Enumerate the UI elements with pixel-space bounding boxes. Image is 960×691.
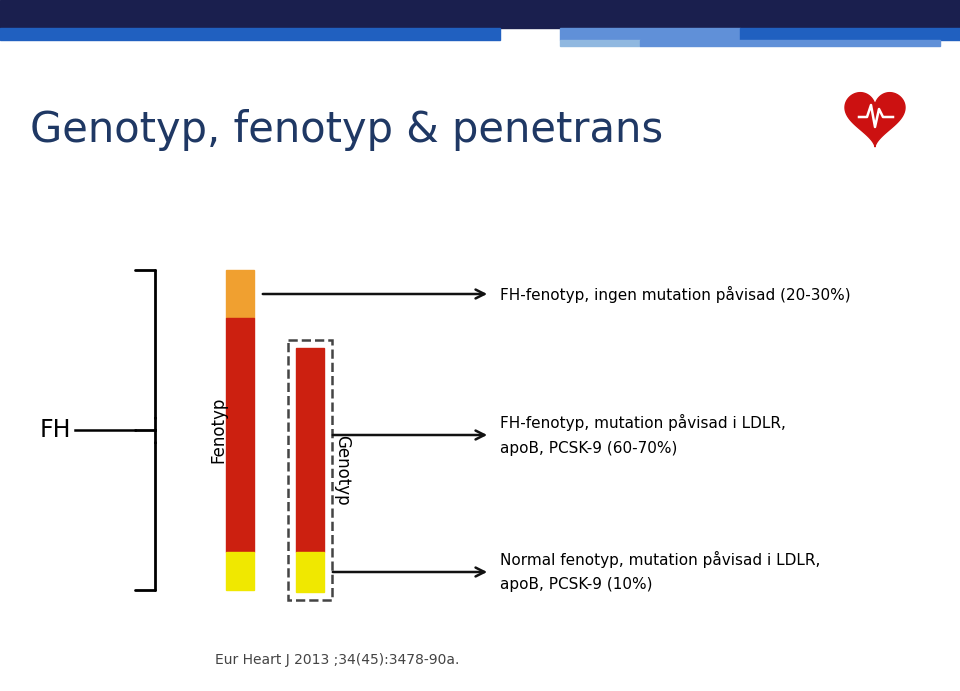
Text: FH-fenotyp, mutation påvisad i LDLR,: FH-fenotyp, mutation påvisad i LDLR, [500, 413, 786, 430]
Bar [296, 348, 324, 552]
Text: FH-fenotyp, ingen mutation påvisad (20-30%): FH-fenotyp, ingen mutation påvisad (20-3… [500, 285, 851, 303]
Text: Genotyp: Genotyp [333, 435, 351, 505]
Bar [0, 0, 960, 28]
Bar [640, 40, 940, 46]
Bar [296, 552, 324, 592]
Bar [740, 28, 960, 40]
Text: FH: FH [39, 418, 71, 442]
Bar [0, 28, 500, 40]
Bar [226, 552, 254, 590]
Bar [226, 318, 254, 552]
Text: Fenotyp: Fenotyp [209, 397, 227, 463]
Bar [226, 270, 254, 318]
Text: Genotyp, fenotyp & penetrans: Genotyp, fenotyp & penetrans [30, 109, 663, 151]
Text: Eur Heart J 2013 ;34(45):3478-90a.: Eur Heart J 2013 ;34(45):3478-90a. [215, 653, 460, 667]
Text: apoB, PCSK-9 (60-70%): apoB, PCSK-9 (60-70%) [500, 440, 678, 455]
Polygon shape [845, 93, 905, 147]
Bar [560, 28, 740, 40]
Bar [288, 340, 332, 600]
Text: Normal fenotyp, mutation påvisad i LDLR,: Normal fenotyp, mutation påvisad i LDLR, [500, 551, 821, 567]
Bar [560, 40, 640, 46]
Text: apoB, PCSK-9 (10%): apoB, PCSK-9 (10%) [500, 578, 653, 592]
